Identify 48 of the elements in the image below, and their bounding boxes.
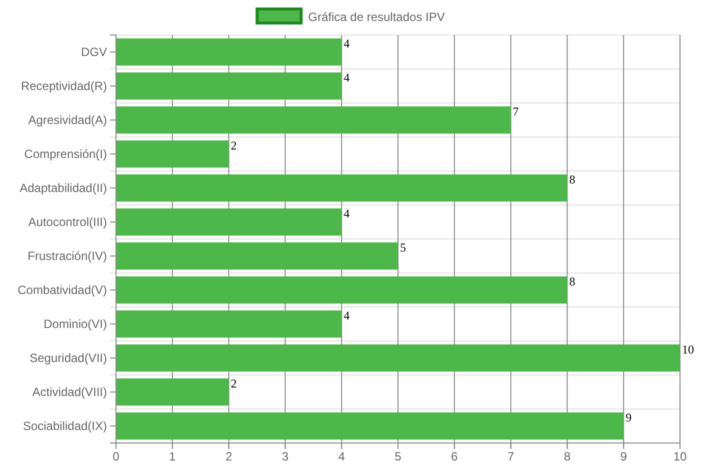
- y-tick-label: Autocontrol(III): [28, 214, 107, 229]
- data-label: 4: [344, 206, 350, 220]
- x-tick-label: 10: [673, 450, 687, 464]
- data-label: 8: [569, 172, 576, 186]
- bar: [116, 276, 568, 304]
- x-tick-label: 2: [225, 450, 232, 464]
- y-tick-label: Receptividad(R): [20, 78, 107, 93]
- data-label: 4: [344, 70, 350, 84]
- x-tick-label: 6: [451, 450, 458, 464]
- y-tick-label: Actividad(VIII): [32, 384, 107, 399]
- data-label: 2: [230, 138, 237, 152]
- x-tick-label: 4: [338, 450, 346, 464]
- data-label: 10: [682, 342, 694, 356]
- bar: [116, 344, 680, 372]
- y-tick-label: Comprensión(I): [24, 146, 107, 161]
- y-tick-label: Adaptabilidad(II): [20, 180, 107, 195]
- data-label: 4: [344, 308, 350, 322]
- x-tick-label: 9: [620, 450, 628, 464]
- y-tick-label: Seguridad(VII): [30, 350, 107, 365]
- data-label: 9: [626, 410, 632, 424]
- data-label: 2: [230, 376, 237, 390]
- bar: [116, 412, 624, 440]
- data-label: 5: [400, 240, 406, 254]
- bar: [116, 310, 342, 338]
- bar: [116, 72, 342, 100]
- y-tick-label: Frustración(IV): [28, 248, 107, 263]
- bar: [116, 106, 511, 134]
- data-label: 7: [512, 104, 519, 118]
- bar: [116, 378, 229, 406]
- x-tick-label: 5: [394, 450, 402, 464]
- bar: [116, 208, 342, 236]
- y-tick-label: DGV: [80, 44, 107, 59]
- bar: [116, 242, 398, 270]
- y-tick-label: Combatividad(V): [18, 282, 107, 297]
- x-tick-label: 0: [112, 450, 120, 464]
- bar: [116, 140, 229, 168]
- data-label: 8: [569, 274, 576, 288]
- data-label: 4: [344, 36, 350, 50]
- y-tick-label: Sociabilidad(IX): [22, 418, 107, 433]
- y-tick-label: Agresividad(A): [28, 112, 107, 127]
- bar: [116, 174, 568, 202]
- x-tick-label: 3: [282, 450, 289, 464]
- x-tick-label: 8: [564, 450, 571, 464]
- y-tick-label: Dominio(VI): [44, 316, 107, 331]
- x-tick-label: 1: [169, 450, 176, 464]
- bar: [116, 38, 342, 66]
- legend-label: Gráfica de resultados IPV: [308, 10, 445, 24]
- x-tick-label: 7: [507, 450, 514, 464]
